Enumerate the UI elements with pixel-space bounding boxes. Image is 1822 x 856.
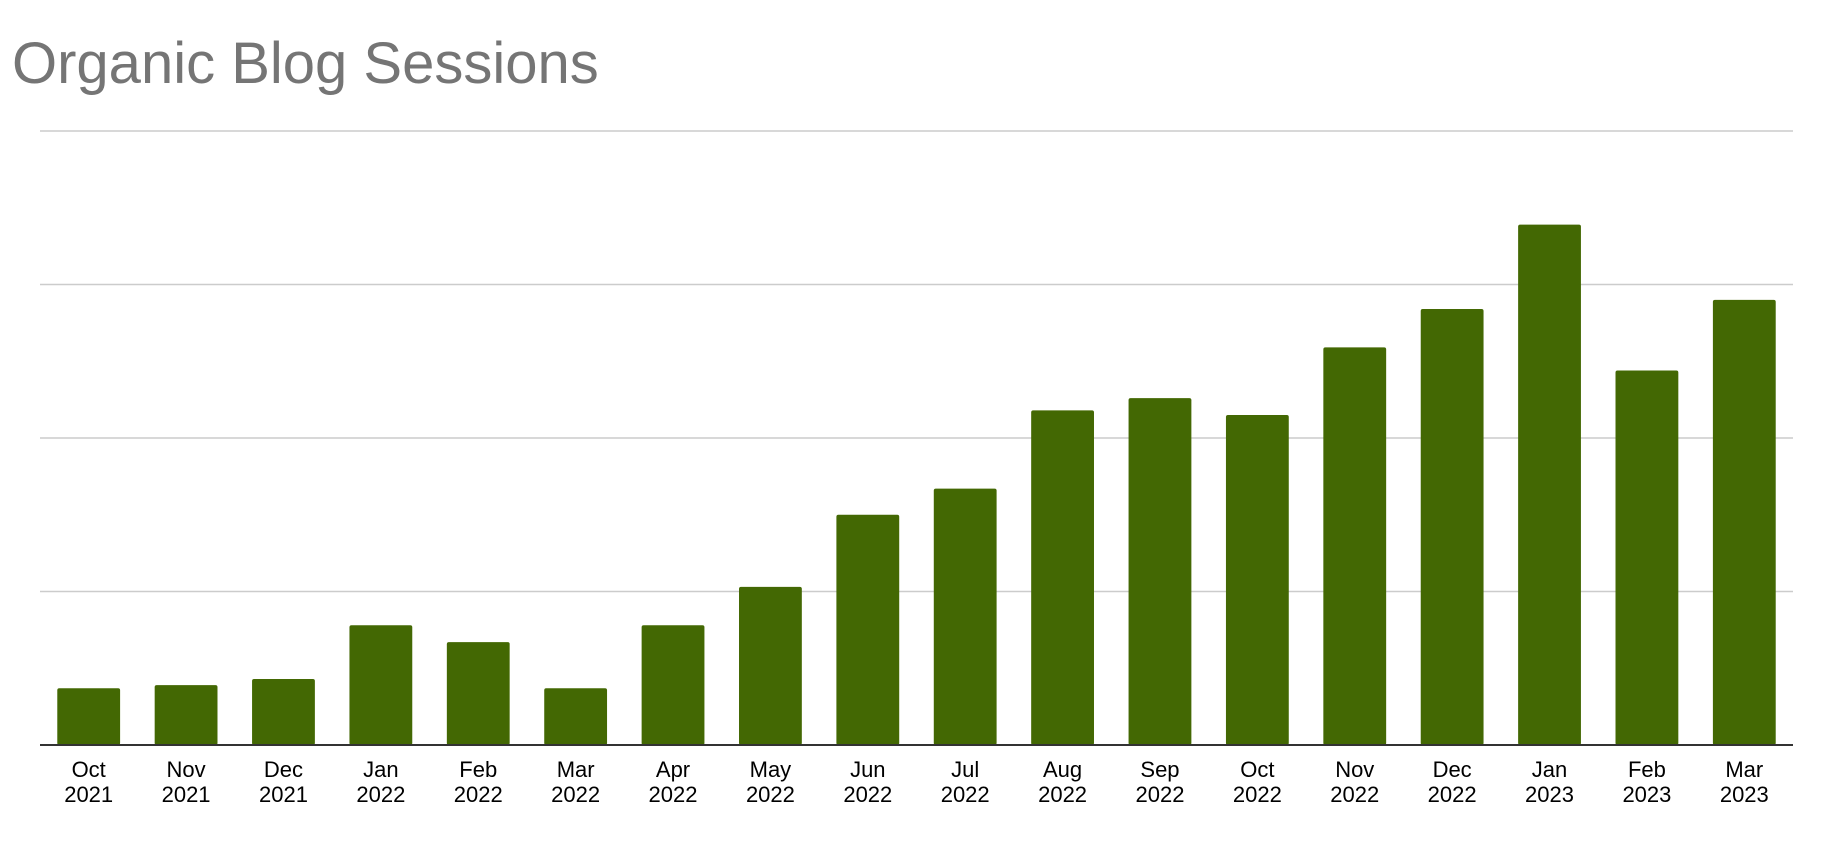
x-tick-year: 2022: [356, 782, 405, 807]
bar-aug-2022: [1031, 410, 1094, 745]
bar-jun-2022: [836, 514, 900, 745]
bar-nov-2021: [154, 685, 218, 745]
bar-dec-2021: [252, 678, 315, 745]
x-tick-month: Oct: [1240, 757, 1274, 782]
bar-jan-2023: [1518, 224, 1581, 745]
bar-oct-2022: [1225, 414, 1289, 745]
x-tick-label: Mar 2023: [1720, 757, 1769, 807]
x-tick-month: May: [750, 757, 792, 782]
x-tick-label: Jan 2022: [356, 757, 405, 807]
x-tick-year: 2022: [746, 782, 795, 807]
x-tick-label: Jul 2022: [941, 757, 990, 807]
x-tick-month: Jan: [363, 757, 398, 782]
x-tick-label: Feb 2022: [454, 757, 503, 807]
x-tick-month: Jan: [1532, 757, 1567, 782]
x-tick-label: Apr 2022: [649, 757, 698, 807]
x-tick-year: 2022: [551, 782, 600, 807]
bar-may-2022: [739, 586, 802, 745]
x-tick-month: Mar: [557, 757, 595, 782]
x-tick-year: 2023: [1720, 782, 1769, 807]
x-tick-label: Oct 2021: [64, 757, 113, 807]
x-tick-year: 2022: [1233, 782, 1282, 807]
x-tick-month: Jun: [850, 757, 885, 782]
bar-feb-2022: [446, 642, 510, 745]
x-tick-label: May 2022: [746, 757, 795, 807]
x-tick-month: Apr: [656, 757, 690, 782]
x-tick-month: Oct: [72, 757, 106, 782]
x-tick-label: Mar 2022: [551, 757, 600, 807]
x-tick-year: 2022: [1428, 782, 1477, 807]
x-tick-year: 2022: [941, 782, 990, 807]
bar-mar-2023: [1712, 299, 1776, 745]
x-tick-month: Dec: [264, 757, 303, 782]
x-tick-label: Nov 2021: [162, 757, 211, 807]
x-tick-year: 2022: [843, 782, 892, 807]
x-tick-label: Oct 2022: [1233, 757, 1282, 807]
bar-dec-2022: [1420, 309, 1484, 745]
x-tick-label: Nov 2022: [1330, 757, 1379, 807]
x-tick-month: Nov: [167, 757, 206, 782]
x-tick-year: 2022: [1135, 782, 1184, 807]
x-tick-label: Jan 2023: [1525, 757, 1574, 807]
bar-jul-2022: [933, 488, 997, 745]
bar-nov-2022: [1323, 347, 1387, 745]
x-tick-month: Sep: [1140, 757, 1179, 782]
x-tick-year: 2022: [1330, 782, 1379, 807]
x-tick-year: 2021: [259, 782, 308, 807]
x-tick-month: Feb: [1628, 757, 1666, 782]
x-tick-label: Aug 2022: [1038, 757, 1087, 807]
x-tick-year: 2022: [1038, 782, 1087, 807]
bar-mar-2022: [544, 688, 608, 745]
bar-feb-2023: [1615, 370, 1679, 745]
x-tick-year: 2022: [649, 782, 698, 807]
bar-sep-2022: [1128, 398, 1192, 745]
x-tick-year: 2023: [1525, 782, 1574, 807]
bar-oct-2021: [57, 688, 121, 745]
x-tick-month: Dec: [1433, 757, 1472, 782]
bar-jan-2022: [349, 625, 413, 745]
x-tick-month: Aug: [1043, 757, 1082, 782]
x-tick-month: Mar: [1725, 757, 1763, 782]
x-tick-label: Sep 2022: [1135, 757, 1184, 807]
x-tick-label: Dec 2021: [259, 757, 308, 807]
x-tick-year: 2022: [454, 782, 503, 807]
x-tick-month: Feb: [459, 757, 497, 782]
x-tick-label: Feb 2023: [1622, 757, 1671, 807]
bar-apr-2022: [641, 625, 705, 745]
chart-title: Organic Blog Sessions: [12, 31, 599, 96]
x-tick-label: Dec 2022: [1428, 757, 1477, 807]
x-tick-label: Jun 2022: [843, 757, 892, 807]
x-tick-month: Jul: [951, 757, 979, 782]
x-tick-year: 2021: [162, 782, 211, 807]
x-tick-month: Nov: [1335, 757, 1374, 782]
x-tick-year: 2021: [64, 782, 113, 807]
x-tick-year: 2023: [1622, 782, 1671, 807]
